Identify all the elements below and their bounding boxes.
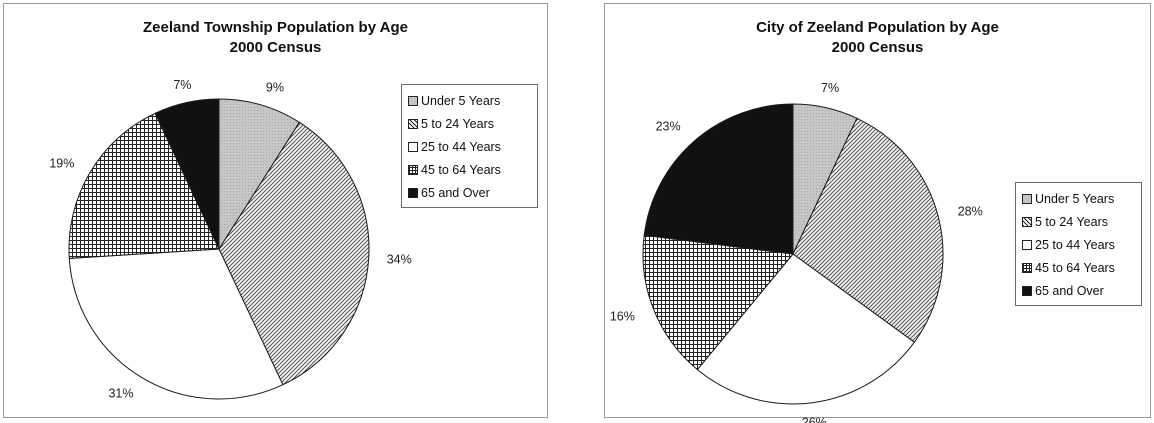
chart-panel-city: City of Zeeland Population by Age 2000 C…	[604, 3, 1151, 423]
legend-label: 5 to 24 Years	[1035, 214, 1108, 229]
pie-slice-5-to-24	[218, 121, 370, 386]
data-label-45-to-64: 19%	[49, 157, 74, 171]
data-label-65-over: 7%	[173, 78, 191, 92]
legend-item-under-5: Under 5 Years	[408, 89, 531, 112]
pie-slice-under-5	[218, 98, 301, 251]
legend-swatch-icon	[408, 164, 418, 175]
data-label-45-to-64: 16%	[610, 310, 635, 324]
legend-swatch-icon	[408, 141, 418, 152]
pie-chart: 7% 28% 26% 16% 23%	[610, 81, 983, 423]
legend-swatch-icon	[1022, 216, 1032, 227]
legend-label: 65 and Over	[421, 185, 490, 200]
legend-swatch-icon	[1022, 285, 1032, 296]
legend-swatch-icon	[1022, 193, 1032, 204]
pie-slice-25-to-44	[68, 248, 284, 400]
legend-swatch-icon	[408, 118, 418, 129]
chart-title-line2: 2000 Census	[831, 39, 924, 56]
legend-label: 65 and Over	[1035, 283, 1104, 298]
data-label-5-to-24: 28%	[958, 205, 983, 219]
data-label-under-5: 9%	[266, 81, 284, 95]
legend-label: Under 5 Years	[1035, 191, 1115, 206]
data-label-5-to-24: 34%	[387, 253, 412, 267]
legend-item-65-over: 65 and Over	[408, 181, 531, 204]
chart-title: City of Zeeland Population by Age 2000 C…	[605, 18, 1150, 58]
data-label-under-5: 7%	[821, 81, 839, 95]
legend-label: 45 to 64 Years	[421, 162, 501, 177]
legend-label: 45 to 64 Years	[1035, 260, 1115, 275]
legend-swatch-icon	[1022, 239, 1032, 250]
legend-item-25-to-44: 25 to 44 Years	[1022, 233, 1135, 256]
legend-swatch-icon	[408, 95, 418, 106]
legend: Under 5 Years 5 to 24 Years 25 to 44 Yea…	[401, 84, 538, 208]
pie-slice-45-to-64	[642, 234, 794, 371]
pie-slice-45-to-64	[68, 112, 220, 259]
legend-item-45-to-64: 45 to 64 Years	[1022, 256, 1135, 279]
legend-label: Under 5 Years	[421, 93, 501, 108]
legend-label: 25 to 44 Years	[421, 139, 501, 154]
pie-slice-65-over	[643, 103, 794, 255]
legend-label: 5 to 24 Years	[421, 116, 494, 131]
legend-swatch-icon	[1022, 262, 1032, 273]
data-label-25-to-44: 26%	[802, 416, 827, 423]
pie-chart: 9% 34% 31% 19% 7%	[49, 78, 412, 401]
chart-panel-township: Zeeland Township Population by Age 2000 …	[3, 3, 548, 418]
pie-slice-5-to-24	[792, 117, 944, 343]
chart-title-line2: 2000 Census	[229, 39, 322, 56]
pie-slice-65-over	[154, 98, 220, 250]
chart-title: Zeeland Township Population by Age 2000 …	[4, 18, 547, 58]
legend-item-25-to-44: 25 to 44 Years	[408, 135, 531, 158]
data-label-65-over: 23%	[656, 120, 681, 134]
legend-item-65-over: 65 and Over	[1022, 279, 1135, 302]
legend-item-5-to-24: 5 to 24 Years	[1022, 210, 1135, 233]
legend-item-under-5: Under 5 Years	[1022, 187, 1135, 210]
legend-label: 25 to 44 Years	[1035, 237, 1115, 252]
legend-item-45-to-64: 45 to 64 Years	[408, 158, 531, 181]
data-label-25-to-44: 31%	[108, 387, 133, 401]
chart-title-line1: Zeeland Township Population by Age	[142, 19, 408, 36]
legend-swatch-icon	[408, 187, 418, 198]
chart-title-line1: City of Zeeland Population by Age	[756, 19, 999, 36]
pie-slice-25-to-44	[696, 253, 916, 405]
legend-item-5-to-24: 5 to 24 Years	[408, 112, 531, 135]
legend: Under 5 Years 5 to 24 Years 25 to 44 Yea…	[1015, 182, 1142, 306]
